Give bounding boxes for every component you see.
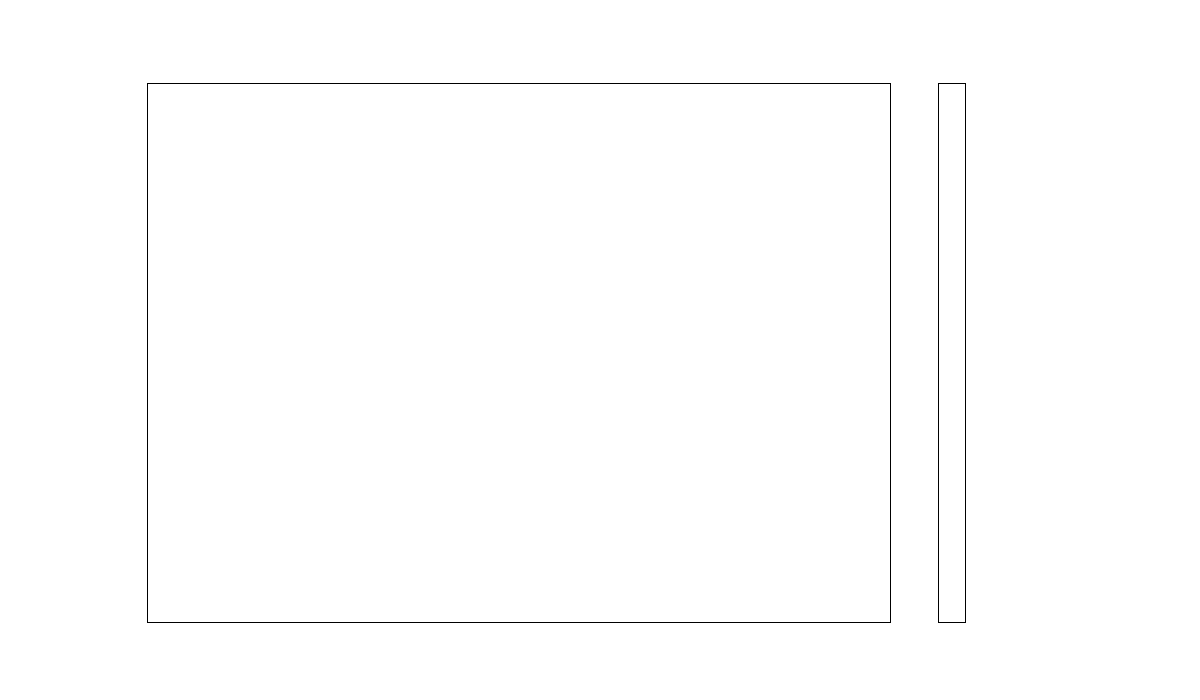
heatmap-canvas <box>148 84 890 622</box>
colorbar-label <box>1062 144 1094 564</box>
colorbar-canvas <box>939 84 965 622</box>
y-axis-label <box>42 204 72 504</box>
